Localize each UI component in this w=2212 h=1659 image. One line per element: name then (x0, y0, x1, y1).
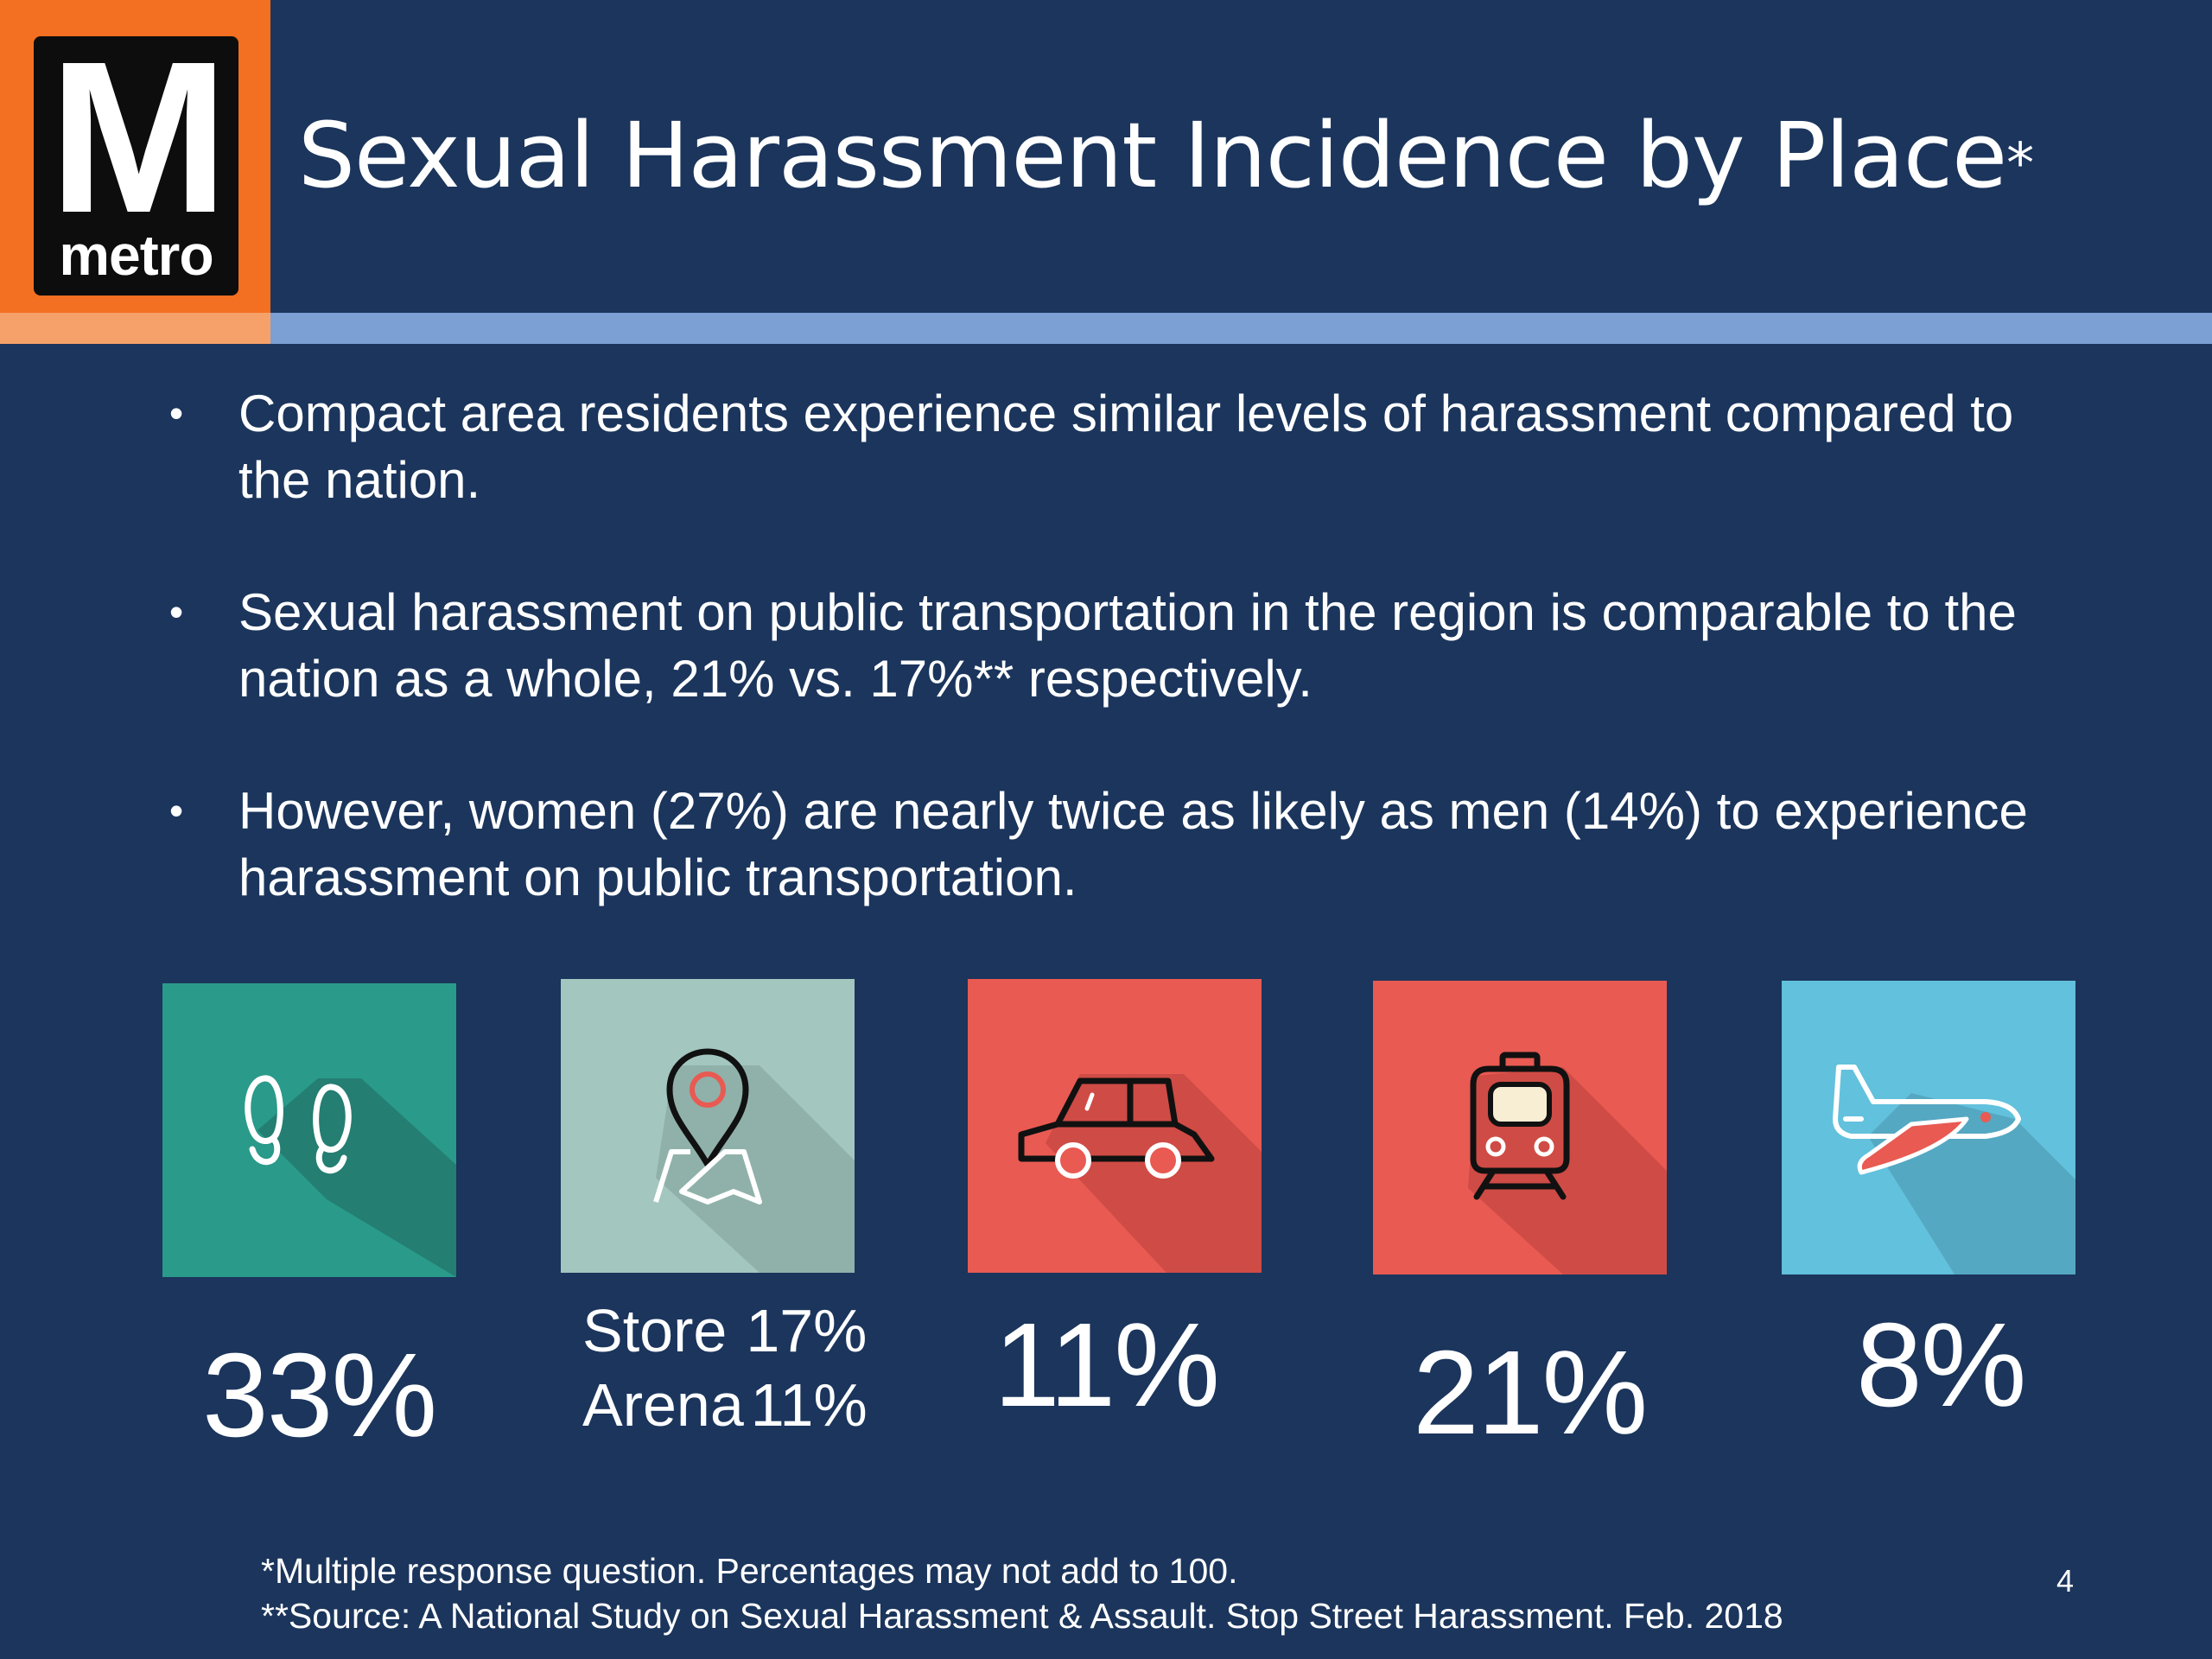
airplane-icon (1782, 981, 2075, 1274)
logo-wordmark: metro (59, 223, 213, 287)
bullet-item: • Sexual harassment on public transporta… (164, 579, 2048, 712)
page-number: 4 (2056, 1563, 2075, 1599)
bullet-text: Compact area residents experience simila… (238, 385, 2014, 509)
title-divider (270, 313, 2212, 344)
bullet-item: • Compact area residents experience simi… (164, 380, 2048, 513)
store-percentage: 17% (746, 1297, 868, 1364)
public-transportation-tile (1373, 981, 1667, 1274)
walking-tile (162, 983, 456, 1277)
arena-line: Arena 11% (582, 1368, 868, 1442)
footprints-icon (162, 983, 456, 1277)
airplane-percentage: 8% (1856, 1299, 2026, 1432)
car-percentage: 11% (994, 1299, 1220, 1432)
store-arena-tile (561, 979, 855, 1273)
bullet-dot: • (169, 391, 184, 435)
map-pin-icon (561, 979, 855, 1273)
arena-percentage: 11% (750, 1371, 868, 1439)
footnotes: *Multiple response question. Percentages… (261, 1548, 1783, 1638)
car-icon (968, 979, 1262, 1273)
train-icon (1373, 981, 1667, 1274)
bullet-text: However, women (27%) are nearly twice as… (238, 782, 2028, 906)
store-arena-values: Store 17% Arena 11% (582, 1294, 868, 1442)
bullet-item: • However, women (27%) are nearly twice … (164, 778, 2048, 911)
slide-title: Sexual Harassment Incidence by Place* (298, 95, 2034, 216)
store-line: Store 17% (582, 1294, 868, 1368)
walking-percentage: 33% (202, 1329, 437, 1462)
title-asterisk: * (2006, 132, 2034, 196)
store-label: Store (582, 1297, 728, 1364)
bullet-dot: • (169, 589, 184, 634)
footnote-multiple-response: *Multiple response question. Percentages… (261, 1551, 1238, 1591)
logo-letter: M (48, 16, 228, 257)
footnote-source: **Source: A National Study on Sexual Har… (261, 1596, 1783, 1636)
arena-label: Arena (582, 1371, 744, 1439)
bullet-dot: • (169, 788, 184, 833)
car-tile (968, 979, 1262, 1273)
public-transportation-percentage: 21% (1413, 1326, 1648, 1459)
slide-title-text: Sexual Harassment Incidence by Place (298, 103, 2007, 208)
metro-logo: M metro (0, 0, 270, 344)
airplane-tile (1782, 981, 2075, 1274)
logo-badge: M metro (34, 16, 238, 296)
logo-accent-strip (0, 313, 270, 344)
bullet-text: Sexual harassment on public transportati… (238, 583, 2017, 708)
bullet-list: • Compact area residents experience simi… (164, 380, 2048, 976)
